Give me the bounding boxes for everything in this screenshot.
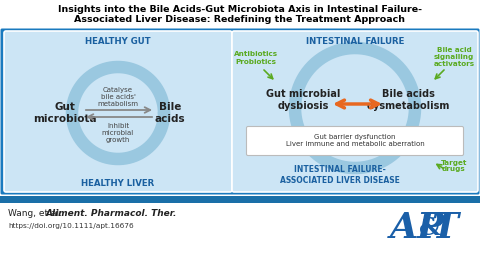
FancyBboxPatch shape [232,31,478,192]
Text: Gut microbial
dysbiosis: Gut microbial dysbiosis [266,89,340,111]
FancyBboxPatch shape [247,126,464,155]
Text: Catalyse
bile acids'
metabolism: Catalyse bile acids' metabolism [97,87,139,107]
Text: Wang, et al.: Wang, et al. [8,209,65,217]
FancyBboxPatch shape [0,28,480,195]
Text: &: & [419,216,442,240]
Text: HEALTHY LIVER: HEALTHY LIVER [82,179,155,187]
Text: Associated Liver Disease: Redefining the Treatment Approach: Associated Liver Disease: Redefining the… [74,15,406,24]
Text: Antibiotics
Probiotics: Antibiotics Probiotics [234,52,278,65]
Text: Aliment. Pharmacol. Ther.: Aliment. Pharmacol. Ther. [46,209,178,217]
Text: Bile acids
dysmetabolism: Bile acids dysmetabolism [366,89,450,111]
Text: Bile acid
signalling
activators: Bile acid signalling activators [433,47,475,67]
Text: INTESTINAL FAILURE: INTESTINAL FAILURE [306,38,404,46]
Text: Inhibit
microbial
growth: Inhibit microbial growth [102,123,134,143]
Text: AP: AP [390,211,445,245]
Text: T: T [431,211,458,245]
Text: Gut barrier dysfunction
Liver immune and metabolic aberration: Gut barrier dysfunction Liver immune and… [286,135,424,148]
Text: Insights into the Bile Acids-Gut Microbiota Axis in Intestinal Failure-: Insights into the Bile Acids-Gut Microbi… [58,5,422,13]
Text: Target
drugs: Target drugs [441,160,467,172]
Text: HEALTHY GUT: HEALTHY GUT [85,38,151,46]
Text: https://doi.org/10.1111/apt.16676: https://doi.org/10.1111/apt.16676 [8,223,133,229]
Bar [0,196,480,203]
Text: Gut
microbiota: Gut microbiota [33,102,97,124]
Text: Bile
acids: Bile acids [155,102,185,124]
Text: INTESTINAL FAILURE-
ASSOCIATED LIVER DISEASE: INTESTINAL FAILURE- ASSOCIATED LIVER DIS… [280,165,400,185]
FancyBboxPatch shape [4,31,232,192]
